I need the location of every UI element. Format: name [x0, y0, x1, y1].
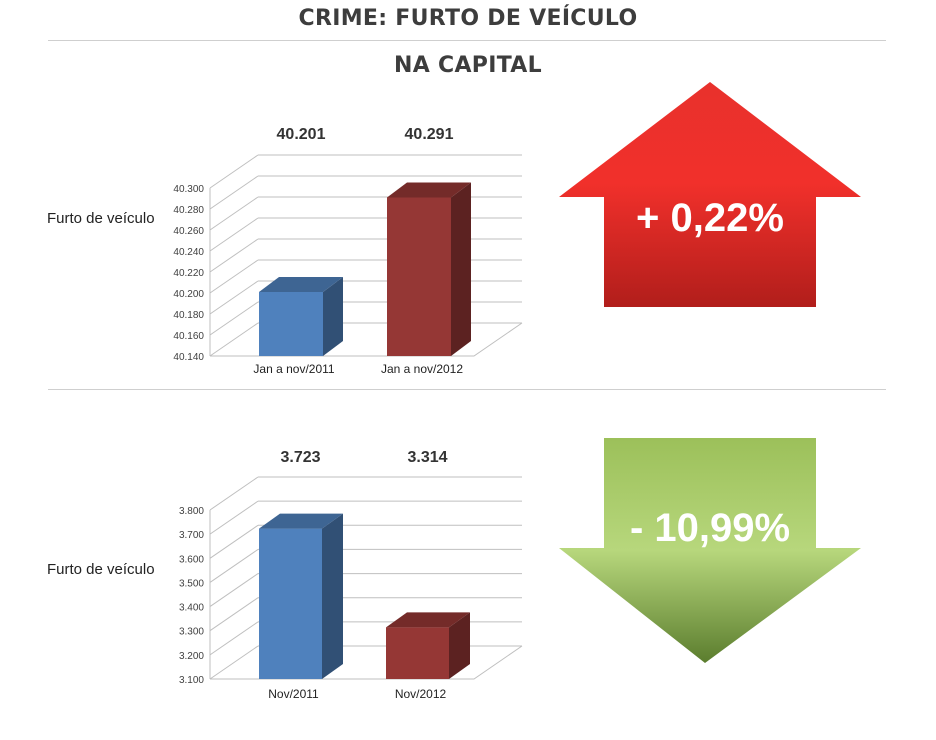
- chart-2-y-axis-label: Furto de veículo: [47, 561, 155, 578]
- y-tick-label: 3.400: [179, 603, 204, 614]
- y-tick-label: 3.800: [179, 506, 204, 517]
- bar: [386, 627, 449, 679]
- bar-top: [259, 513, 343, 529]
- gridline: [209, 621, 259, 656]
- data-label: 3.723: [280, 449, 320, 466]
- x-tick-label: Jan a nov/2011: [253, 362, 335, 376]
- page-title: CRIME: FURTO DE VEÍCULO: [298, 6, 638, 31]
- gridline: [209, 301, 259, 336]
- gridline: [209, 259, 259, 294]
- x-tick-label: Jan a nov/2012: [381, 362, 463, 376]
- y-tick-label: 3.100: [179, 675, 204, 686]
- y-tick-label: 40.160: [173, 331, 204, 342]
- y-tick-label: 3.500: [179, 578, 204, 589]
- gridline: [209, 196, 259, 231]
- bar-side: [449, 612, 470, 679]
- gridline: [209, 238, 259, 273]
- data-label: 40.201: [277, 126, 326, 143]
- y-tick-label: 40.300: [173, 184, 204, 195]
- y-tick-label: 40.280: [173, 205, 204, 216]
- bar: [259, 291, 323, 356]
- bar-side: [451, 182, 471, 356]
- y-tick-label: 40.260: [173, 226, 204, 237]
- bar: [259, 528, 322, 679]
- y-tick-label: 40.220: [173, 268, 204, 279]
- y-tick-label: 3.600: [179, 554, 204, 565]
- chart-1-y-axis-label: Furto de veículo: [47, 210, 155, 227]
- gridline: [209, 597, 259, 632]
- y-tick-label: 3.700: [179, 530, 204, 541]
- x-tick-label: Nov/2012: [395, 687, 447, 701]
- gridline: [209, 500, 259, 535]
- gridline: [209, 645, 259, 680]
- data-label: 3.314: [407, 449, 447, 466]
- bar-side: [323, 276, 343, 356]
- gridline: [209, 573, 259, 607]
- gridline: [209, 476, 259, 511]
- bar-top: [387, 182, 471, 198]
- change-label-down: - 10,99%: [629, 506, 791, 550]
- gridline: [209, 549, 259, 583]
- y-tick-label: 3.300: [179, 627, 204, 638]
- gridline: [209, 175, 259, 210]
- change-label-up: + 0,22%: [636, 196, 784, 240]
- y-tick-label: 40.240: [173, 247, 204, 258]
- divider: [48, 389, 886, 390]
- floor-outline: [210, 645, 523, 680]
- y-tick-label: 40.200: [173, 289, 204, 300]
- bar-side: [322, 513, 343, 679]
- bar-top: [259, 276, 343, 292]
- y-tick-label: 40.140: [173, 352, 204, 363]
- gridline: [209, 217, 259, 252]
- divider: [48, 40, 886, 41]
- y-tick-label: 3.200: [179, 651, 204, 662]
- page-subtitle: NA CAPITAL: [394, 53, 542, 78]
- gridline: [209, 524, 259, 559]
- x-tick-label: Nov/2011: [268, 687, 319, 701]
- bar-top: [386, 612, 470, 628]
- gridline: [209, 322, 259, 357]
- gridline: [209, 280, 259, 315]
- y-tick-label: 40.180: [173, 310, 204, 321]
- data-label: 40.291: [405, 126, 454, 143]
- bar: [387, 197, 451, 356]
- gridline: [209, 154, 259, 189]
